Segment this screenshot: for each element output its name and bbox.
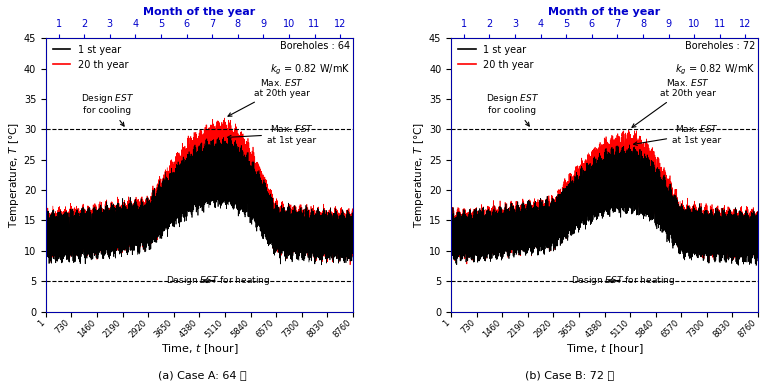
- Text: $k_g$ = 0.82 W/mK: $k_g$ = 0.82 W/mK: [675, 63, 755, 77]
- Text: (a) Case A: 64 홈: (a) Case A: 64 홈: [158, 370, 247, 380]
- Text: Boreholes : 64: Boreholes : 64: [280, 41, 350, 51]
- Text: Max. $EST$
at 20th year: Max. $EST$ at 20th year: [228, 77, 311, 116]
- Text: Max. $EST$
at 20th year: Max. $EST$ at 20th year: [632, 77, 715, 127]
- Text: Design $EST$
for cooling: Design $EST$ for cooling: [486, 92, 539, 126]
- Text: Max. $EST$
at 1st year: Max. $EST$ at 1st year: [633, 123, 721, 146]
- Legend: 1 st year, 20 th year: 1 st year, 20 th year: [49, 41, 132, 73]
- X-axis label: Time, $t$ [hour]: Time, $t$ [hour]: [161, 342, 239, 356]
- Y-axis label: Temperature, $T$ [°C]: Temperature, $T$ [°C]: [7, 122, 21, 228]
- Text: Design $EST$ for heating: Design $EST$ for heating: [571, 274, 675, 286]
- X-axis label: Time, $t$ [hour]: Time, $t$ [hour]: [565, 342, 643, 356]
- Text: Max. $EST$
at 1st year: Max. $EST$ at 1st year: [227, 123, 316, 144]
- Text: (b) Case B: 72 홈: (b) Case B: 72 홈: [526, 370, 614, 380]
- X-axis label: Month of the year: Month of the year: [143, 7, 256, 17]
- Text: Boreholes : 72: Boreholes : 72: [685, 41, 755, 51]
- Legend: 1 st year, 20 th year: 1 st year, 20 th year: [454, 41, 538, 73]
- Text: Design $EST$ for heating: Design $EST$ for heating: [166, 274, 270, 286]
- X-axis label: Month of the year: Month of the year: [549, 7, 661, 17]
- Y-axis label: Temperature, $T$ [°C]: Temperature, $T$ [°C]: [412, 122, 426, 228]
- Text: $k_g$ = 0.82 W/mK: $k_g$ = 0.82 W/mK: [269, 63, 350, 77]
- Text: Design $EST$
for cooling: Design $EST$ for cooling: [80, 92, 134, 126]
